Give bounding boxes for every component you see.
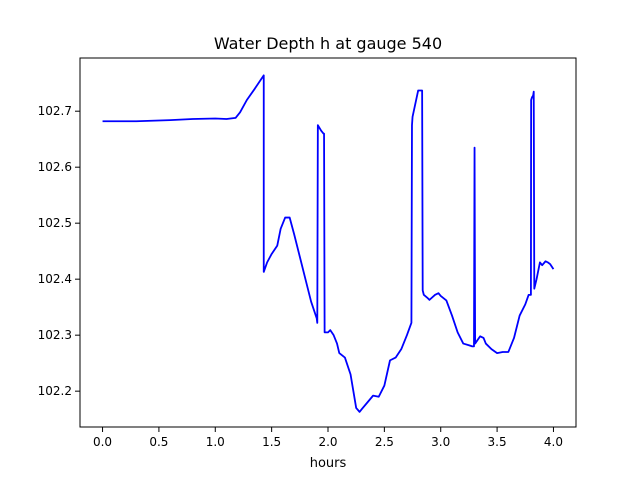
y-tick-label: 102.3: [38, 328, 72, 342]
x-tick-label: 1.5: [262, 435, 281, 449]
x-axis: 0.0 0.5 1.0 1.5 2.0 2.5 3.0 3.5 4.0: [93, 427, 563, 449]
x-axis-label: hours: [310, 456, 347, 471]
chart-title: Water Depth h at gauge 540: [214, 34, 442, 53]
series-line-0: [102, 74, 555, 413]
plot-layer: [102, 74, 555, 413]
y-axis: 102.2 102.3 102.4 102.5 102.6 102.7: [38, 104, 80, 398]
x-tick-label: 0.0: [93, 435, 112, 449]
x-tick-label: 0.5: [149, 435, 168, 449]
x-tick-label: 2.0: [318, 435, 337, 449]
y-tick-label: 102.7: [38, 104, 72, 118]
x-tick-label: 4.0: [544, 435, 563, 449]
plot-frame: [79, 57, 577, 428]
y-tick-label: 102.5: [38, 216, 72, 230]
y-tick-label: 102.4: [38, 272, 72, 286]
x-tick-label: 2.5: [375, 435, 394, 449]
x-tick-label: 1.0: [206, 435, 225, 449]
x-tick-label: 3.0: [431, 435, 450, 449]
x-tick-label: 3.5: [488, 435, 507, 449]
y-tick-label: 102.2: [38, 384, 72, 398]
y-tick-label: 102.6: [38, 160, 72, 174]
